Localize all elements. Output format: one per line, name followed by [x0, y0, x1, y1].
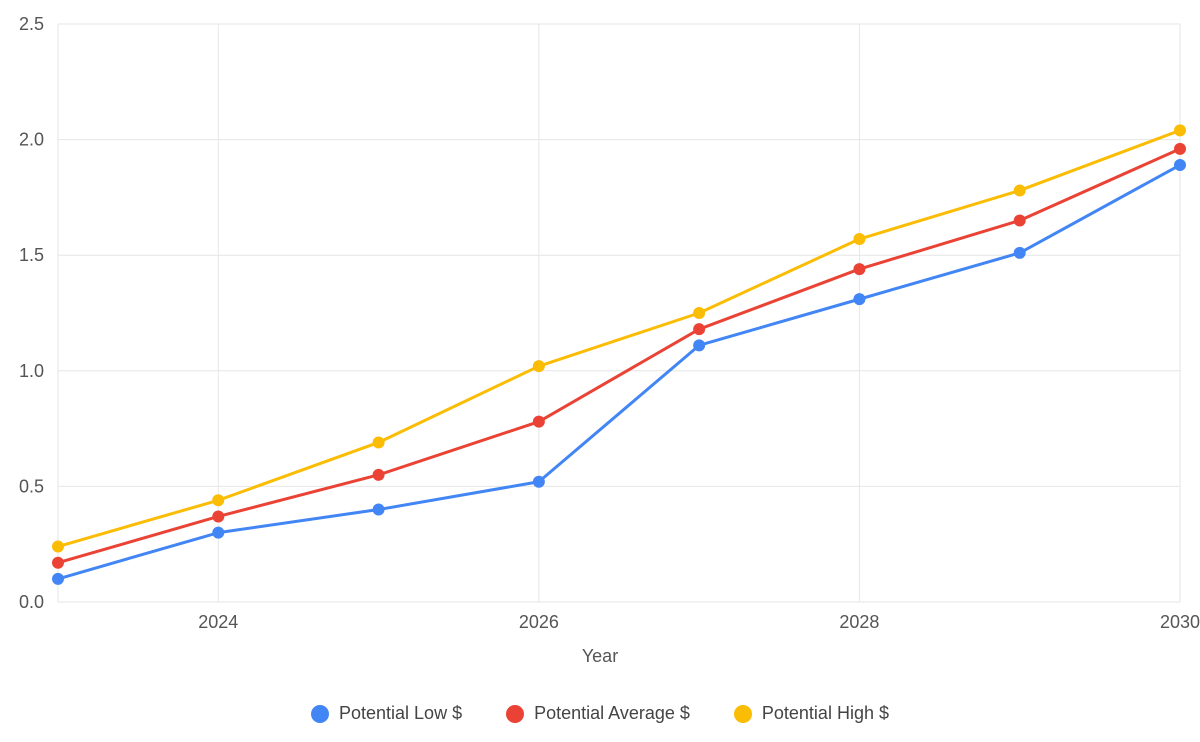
- marker-high: [212, 494, 224, 506]
- marker-low: [533, 476, 545, 488]
- legend-label-avg: Potential Average $: [534, 703, 690, 724]
- legend-swatch-avg: [506, 705, 524, 723]
- legend-swatch-low: [311, 705, 329, 723]
- legend-label-low: Potential Low $: [339, 703, 462, 724]
- marker-avg: [52, 557, 64, 569]
- legend-label-high: Potential High $: [762, 703, 889, 724]
- marker-avg: [533, 416, 545, 428]
- line-chart: 0.0 0.5 1.0 1.5 2.0 2.5 2024 2026 2028 2030: [0, 0, 1200, 742]
- marker-avg: [373, 469, 385, 481]
- y-tick-label: 0.5: [19, 476, 44, 496]
- marker-high: [693, 307, 705, 319]
- marker-avg: [1014, 215, 1026, 227]
- marker-low: [52, 573, 64, 585]
- marker-low: [212, 527, 224, 539]
- marker-low: [1014, 247, 1026, 259]
- marker-low: [853, 293, 865, 305]
- marker-low: [1174, 159, 1186, 171]
- marker-high: [373, 436, 385, 448]
- marker-high: [1014, 184, 1026, 196]
- x-tick-label: 2030: [1160, 612, 1200, 632]
- legend-item-high: Potential High $: [734, 703, 889, 724]
- marker-avg: [1174, 143, 1186, 155]
- x-tick-label: 2028: [839, 612, 879, 632]
- y-tick-label: 0.0: [19, 592, 44, 612]
- marker-high: [52, 541, 64, 553]
- marker-low: [373, 504, 385, 516]
- y-tick-label: 2.5: [19, 14, 44, 34]
- chart-container: 0.00.51.01.52.02.52024202620282030 Year …: [0, 0, 1200, 742]
- marker-avg: [693, 323, 705, 335]
- y-tick-label: 1.0: [19, 361, 44, 381]
- marker-avg: [853, 263, 865, 275]
- legend-item-avg: Potential Average $: [506, 703, 690, 724]
- legend-item-low: Potential Low $: [311, 703, 462, 724]
- x-tick-label: 2024: [198, 612, 238, 632]
- x-tick-label: 2026: [519, 612, 559, 632]
- y-tick-label: 2.0: [19, 130, 44, 150]
- marker-low: [693, 339, 705, 351]
- x-axis-title: Year: [0, 646, 1200, 667]
- marker-high: [853, 233, 865, 245]
- legend-swatch-high: [734, 705, 752, 723]
- y-tick-label: 1.5: [19, 245, 44, 265]
- legend: Potential Low $ Potential Average $ Pote…: [0, 703, 1200, 724]
- marker-avg: [212, 510, 224, 522]
- marker-high: [533, 360, 545, 372]
- marker-high: [1174, 124, 1186, 136]
